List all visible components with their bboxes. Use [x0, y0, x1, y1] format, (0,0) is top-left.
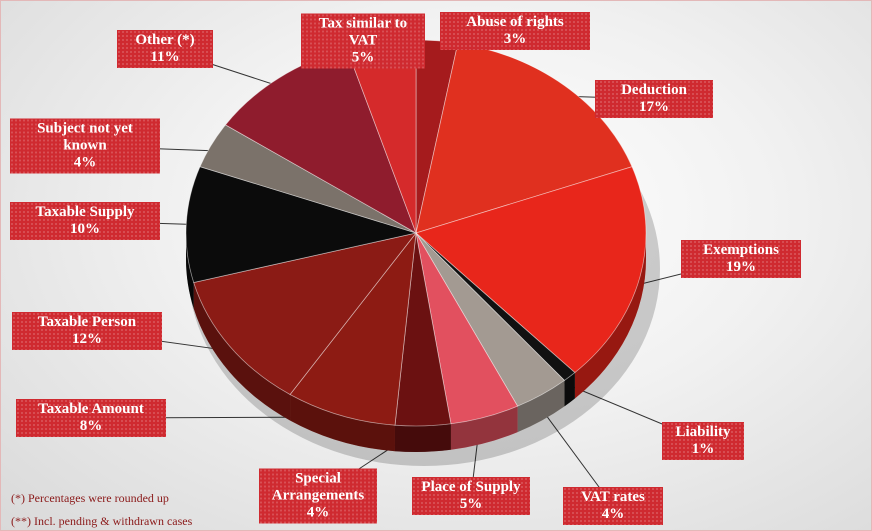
label-value: 3%	[503, 31, 527, 47]
slice-label: Subject not yet known 4%	[10, 118, 160, 174]
slice-side-shade	[186, 233, 194, 309]
slice-side-shade	[193, 282, 291, 421]
slice-label: Taxable Supply 10%	[10, 202, 160, 240]
label-value: 8%	[79, 418, 103, 434]
slice-label: Place of Supply 5%	[412, 477, 530, 515]
footnote: (*) Percentages were rounded up	[11, 491, 169, 505]
label-value: 5%	[459, 496, 483, 512]
footnote: (**) Incl. pending & withdrawn cases	[11, 514, 193, 528]
label-value: 4%	[73, 154, 97, 171]
slice-side	[564, 372, 575, 407]
slice-label: Abuse of rights 3%	[440, 12, 590, 50]
label-name: Liability	[675, 424, 731, 440]
slice	[415, 166, 647, 374]
label-name: Taxable Person	[37, 314, 137, 330]
slice-label: VAT rates 4%	[563, 487, 663, 525]
label-value: 4%	[306, 504, 330, 521]
label-name: VAT rates	[581, 489, 645, 505]
slice-label: Taxable Amount 8%	[16, 399, 166, 437]
slice-side-shade	[517, 380, 565, 433]
label-name: Taxable Amount	[38, 401, 144, 417]
slice-side	[517, 380, 565, 433]
label-value: 4%	[601, 506, 625, 522]
slice-label: Tax similar to VAT 5%	[301, 13, 425, 69]
label-value: 1%	[691, 441, 715, 457]
label-value: 17%	[639, 99, 669, 115]
slice	[185, 166, 418, 283]
slice-label: Taxable Person 12%	[12, 312, 162, 350]
slice-side	[290, 394, 395, 452]
label-value: 10%	[70, 221, 100, 237]
label-value: 11%	[150, 49, 180, 65]
label-name: Place of Supply	[421, 479, 521, 495]
label-name: Taxable Supply	[35, 204, 135, 220]
slice	[193, 232, 418, 396]
slice-label: Deduction 17%	[595, 80, 713, 118]
slice-side	[186, 233, 194, 309]
slice-side-shade	[290, 394, 395, 452]
slice-side	[193, 282, 291, 421]
label-name: Abuse of rights	[466, 14, 564, 30]
slice-side	[394, 423, 451, 452]
label-name: Deduction	[621, 82, 687, 98]
slice-label: Special Arrangements 4%	[259, 468, 377, 524]
label-name: Other (*)	[135, 32, 195, 48]
label-name: Tax similar to VAT	[318, 15, 408, 49]
slice	[289, 231, 417, 426]
slice-side-shade	[564, 372, 575, 407]
slice-side	[450, 406, 518, 450]
label-value: 19%	[726, 259, 756, 275]
slice-side-shade	[394, 423, 451, 452]
slice-label: Other (*) 11%	[117, 30, 213, 68]
label-name: Special Arrangements	[271, 470, 365, 504]
label-name: Subject not yet known	[37, 120, 133, 154]
slice-label: Exemptions 19%	[681, 240, 801, 278]
label-name: Exemptions	[703, 242, 779, 258]
label-value: 12%	[72, 331, 102, 347]
slice-side-shade	[450, 406, 518, 450]
label-value: 5%	[351, 49, 375, 66]
slice-label: Liability 1%	[662, 422, 744, 460]
